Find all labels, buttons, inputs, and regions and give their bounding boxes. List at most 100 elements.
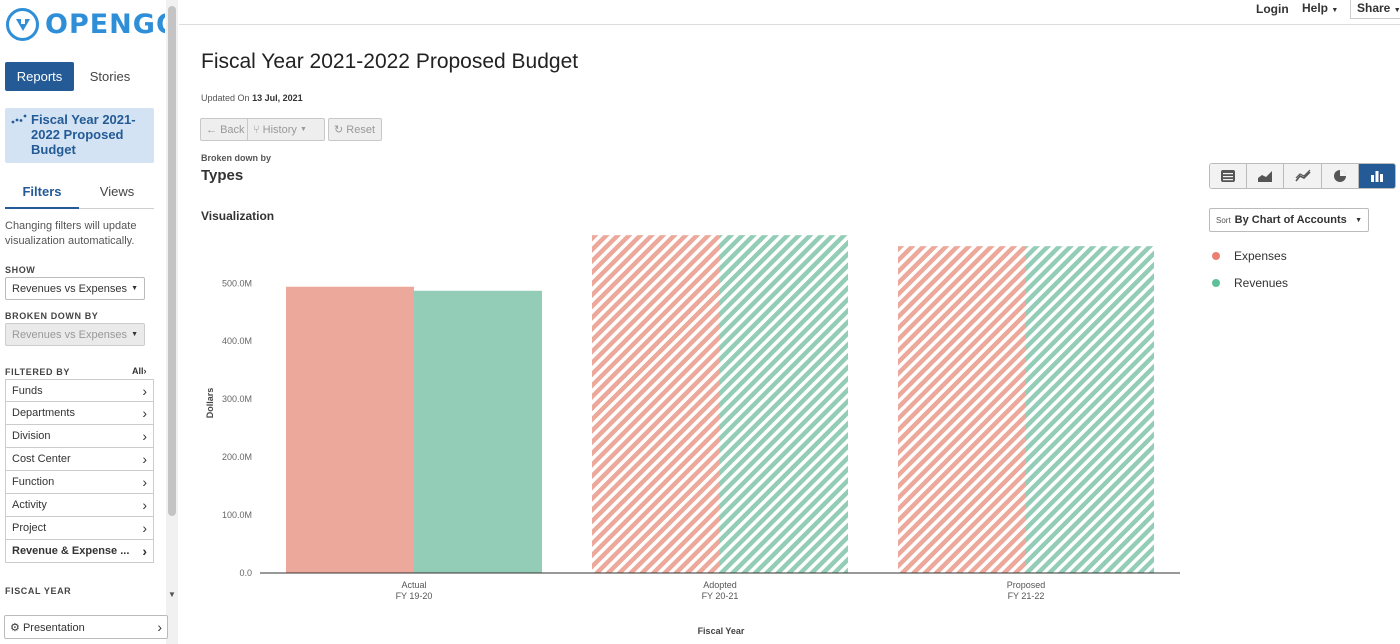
login-link[interactable]: Login	[1256, 2, 1289, 16]
back-button[interactable]: ← Back	[200, 118, 248, 141]
help-menu[interactable]: Help ▼	[1302, 1, 1338, 15]
all-filters-text: All	[132, 366, 144, 376]
legend-dot-revenues	[1212, 278, 1220, 287]
broken-down-by-select: Revenues vs Expenses ▼	[5, 323, 145, 346]
filter-item-activity[interactable]: Activity ›	[5, 494, 154, 517]
chevron-right-icon: ›	[142, 405, 147, 421]
chart-type-switcher	[1209, 163, 1396, 189]
fiscal-year-label: FISCAL YEAR	[5, 586, 72, 596]
chevron-right-icon: ›	[142, 520, 147, 536]
x-tick-label: Proposed	[1007, 580, 1046, 590]
sidebar-sub-tabs: Filters Views	[5, 182, 154, 209]
visualization-label: Visualization	[201, 209, 275, 223]
opengov-logo-icon	[6, 7, 39, 41]
sort-prefix: Sort	[1216, 215, 1231, 225]
area-chart-icon	[1258, 171, 1273, 182]
x-tick-sublabel: FY 19-20	[396, 591, 433, 601]
y-tick-label: 300.0M	[222, 394, 252, 404]
y-tick-label: 100.0M	[222, 510, 252, 520]
scrollbar-thumb[interactable]	[168, 6, 176, 516]
top-bar	[179, 0, 1400, 25]
chevron-down-icon: ▼	[1355, 216, 1362, 224]
legend-item-expenses[interactable]: Expenses	[1210, 242, 1288, 269]
bar-revenues-1	[414, 290, 542, 573]
broken-down-by-value: Revenues vs Expenses	[12, 328, 127, 341]
history-nav: ← Back ⑂ History ▼	[200, 118, 325, 141]
line-chart-icon	[1294, 169, 1311, 182]
filter-item-label: Activity	[12, 499, 47, 511]
show-select[interactable]: Revenues vs Expenses ▼	[5, 277, 145, 300]
bar-revenues-3	[1026, 246, 1154, 573]
filter-item-project[interactable]: Project ›	[5, 517, 154, 540]
sort-select[interactable]: Sort By Chart of Accounts ▼	[1209, 208, 1369, 232]
report-dots-icon	[11, 114, 27, 124]
y-axis: 0.0 100.0M 200.0M 300.0M 400.0M 500.0M	[222, 278, 252, 578]
updated-prefix: Updated On	[201, 93, 250, 103]
filter-item-function[interactable]: Function ›	[5, 471, 154, 494]
chevron-down-icon: ▼	[131, 331, 138, 338]
tab-reports[interactable]: Reports	[5, 62, 74, 91]
bar-chart-button[interactable]	[1358, 164, 1395, 188]
chevron-down-icon: ▼	[1393, 7, 1400, 14]
legend-dot-expenses	[1212, 251, 1220, 260]
show-label: SHOW	[5, 265, 36, 275]
filter-item-departments[interactable]: Departments ›	[5, 402, 154, 425]
legend-item-revenues[interactable]: Revenues	[1210, 269, 1288, 296]
chart-legend: Expenses Revenues	[1210, 242, 1288, 296]
bar-expenses-1	[286, 286, 414, 573]
filter-item-funds[interactable]: Funds ›	[5, 379, 154, 402]
x-axis-title: Fiscal Year	[698, 626, 745, 636]
pie-chart-icon	[1333, 170, 1346, 182]
chevron-right-icon: ›	[142, 543, 147, 559]
scroll-down-arrow-icon[interactable]: ▼	[168, 590, 176, 599]
legend-label: Revenues	[1234, 275, 1289, 290]
report-card-title: Fiscal Year 2021-2022 Proposed Budget	[31, 112, 136, 157]
bars	[286, 235, 1154, 573]
tab-views[interactable]: Views	[99, 184, 135, 199]
filter-item-division[interactable]: Division ›	[5, 425, 154, 448]
bar-expenses-2	[592, 235, 720, 573]
chevron-right-icon: ›	[157, 619, 162, 635]
filter-item-label: Function	[12, 476, 55, 488]
broken-down-label: Broken down by	[201, 153, 272, 163]
tab-filters[interactable]: Filters	[5, 182, 79, 209]
filter-item-cost-center[interactable]: Cost Center ›	[5, 448, 154, 471]
sidebar-scrollbar[interactable]: ▼	[166, 0, 178, 644]
y-tick-label: 200.0M	[222, 452, 252, 462]
area-chart-button[interactable]	[1247, 164, 1285, 188]
sidebar: OPENGOV Reports Stories Fiscal Year 2021…	[0, 0, 178, 644]
budget-bar-chart: 0.0 100.0M 200.0M 300.0M 400.0M 500.0M Actual…	[205, 235, 1180, 636]
pie-chart-button[interactable]	[1321, 164, 1359, 188]
reset-button[interactable]: ↻ Reset	[328, 118, 382, 141]
presentation-button[interactable]: ⚙ Presentation ›	[4, 615, 168, 639]
current-report-card[interactable]: Fiscal Year 2021-2022 Proposed Budget	[5, 108, 154, 163]
share-menu[interactable]: Share ▼	[1350, 0, 1400, 19]
history-label: History	[262, 123, 297, 136]
chevron-down-icon: ▼	[131, 285, 138, 292]
filter-item-label: Funds	[12, 384, 43, 397]
bar-revenues-2	[720, 235, 848, 573]
x-tick-label: Adopted	[703, 580, 737, 590]
x-tick-label: Actual	[401, 580, 426, 590]
y-tick-label: 0.0	[239, 568, 252, 578]
chevron-down-icon: ▼	[1331, 7, 1339, 14]
filter-item-revenue-expense[interactable]: Revenue & Expense ... ›	[5, 540, 154, 563]
brand-name: OPENGOV	[45, 8, 165, 40]
updated-on: Updated On 13 Jul, 2021	[201, 93, 303, 103]
bar-chart-icon	[1370, 171, 1383, 182]
gear-icon: ⚙	[10, 621, 20, 634]
history-button[interactable]: ⑂ History ▼	[248, 118, 325, 141]
all-filters-link[interactable]: All›	[132, 366, 147, 376]
filtered-by-label: FILTERED BY	[5, 367, 70, 377]
tab-stories[interactable]: Stories	[89, 69, 131, 84]
help-label: Help	[1302, 1, 1329, 15]
filter-item-label: Revenue & Expense ...	[12, 545, 130, 557]
line-chart-button[interactable]	[1284, 164, 1322, 188]
opengov-logo[interactable]: OPENGOV	[6, 6, 165, 42]
filter-item-label: Cost Center	[12, 453, 71, 465]
table-view-button[interactable]	[1210, 164, 1248, 188]
broken-down-by-label: BROKEN DOWN BY	[5, 311, 99, 321]
filter-note: Changing filters will update visualizati…	[5, 220, 137, 247]
x-tick-sublabel: FY 21-22	[1008, 591, 1045, 601]
